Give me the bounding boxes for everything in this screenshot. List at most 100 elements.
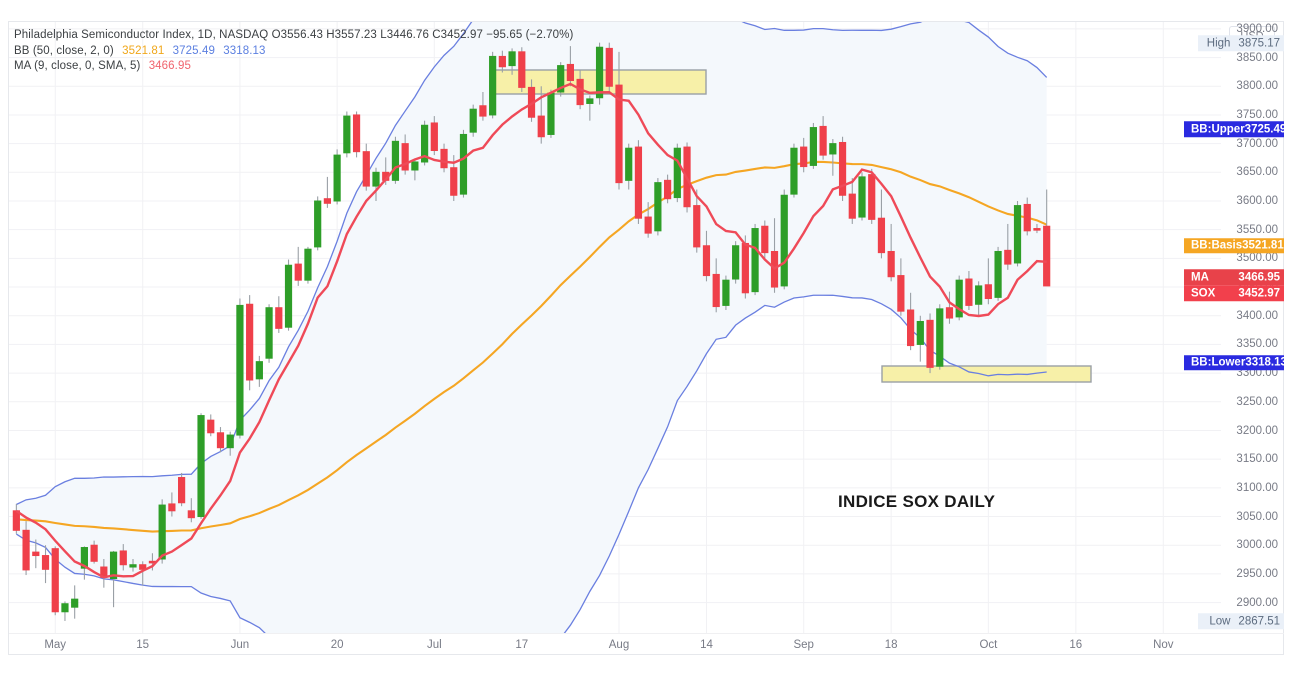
candle-body[interactable] <box>945 307 954 319</box>
candle-body[interactable] <box>994 250 1002 298</box>
candlestick-series[interactable] <box>12 42 1051 621</box>
candle-body[interactable] <box>469 108 477 133</box>
candle-body[interactable] <box>984 284 992 300</box>
candle-body[interactable] <box>1043 225 1051 287</box>
candle-body[interactable] <box>557 65 565 93</box>
candle-body[interactable] <box>265 307 273 359</box>
price-badge-ma[interactable]: MA 3466.95 <box>1184 269 1284 286</box>
candle-body[interactable] <box>625 147 633 181</box>
price-badge-bb-basis[interactable]: BB:Basis 3521.81 <box>1184 238 1284 254</box>
candle-body[interactable] <box>80 547 89 569</box>
candle-body[interactable] <box>216 432 225 449</box>
candle-body[interactable] <box>586 98 594 104</box>
candle-body[interactable] <box>158 504 166 560</box>
candle-body[interactable] <box>722 279 730 306</box>
candle-body[interactable] <box>693 205 701 248</box>
candle-body[interactable] <box>664 179 672 200</box>
candle-body[interactable] <box>304 248 312 281</box>
candle-body[interactable] <box>858 176 866 218</box>
candle-body[interactable] <box>197 415 205 518</box>
candle-body[interactable] <box>430 122 438 152</box>
candle-body[interactable] <box>634 146 643 219</box>
candle-body[interactable] <box>362 151 370 187</box>
price-badge-sox[interactable]: SOX 3452.97 <box>1184 285 1284 302</box>
candle-body[interactable] <box>566 63 574 82</box>
candle-body[interactable] <box>644 216 652 234</box>
candle-body[interactable] <box>1033 228 1041 231</box>
price-badge-bb-lower[interactable]: BB:Lower 3318.13 <box>1184 354 1287 371</box>
candle-body[interactable] <box>975 285 983 305</box>
candle-body[interactable] <box>90 544 98 562</box>
candle-body[interactable] <box>547 92 555 135</box>
price-high-label[interactable]: High 3875.17 <box>1198 35 1284 51</box>
candle-body[interactable] <box>955 279 963 318</box>
candle-body[interactable] <box>732 245 740 280</box>
candle-body[interactable] <box>41 555 50 570</box>
candle-body[interactable] <box>926 319 934 368</box>
candle-body[interactable] <box>1023 203 1031 232</box>
candle-body[interactable] <box>1013 205 1022 264</box>
candle-body[interactable] <box>819 125 827 156</box>
candle-body[interactable] <box>32 551 40 557</box>
candle-body[interactable] <box>411 161 419 171</box>
candle-body[interactable] <box>508 51 516 67</box>
candle-body[interactable] <box>323 198 331 204</box>
candle-body[interactable] <box>109 551 118 579</box>
candle-body[interactable] <box>741 242 749 294</box>
candle-body[interactable] <box>450 167 458 196</box>
candle-body[interactable] <box>226 434 234 449</box>
candle-body[interactable] <box>61 603 69 613</box>
time-scale[interactable]: May 15 Jun 20 Jul 17 Aug 14 Sep 18 Oct 16 Nov <box>9 633 1284 656</box>
candle-body[interactable] <box>595 46 604 99</box>
candle-body[interactable] <box>936 308 944 367</box>
candle-body[interactable] <box>51 548 59 613</box>
candle-body[interactable] <box>897 275 905 312</box>
candle-body[interactable] <box>119 550 127 566</box>
candle-body[interactable] <box>294 263 302 281</box>
candle-body[interactable] <box>391 140 400 181</box>
candle-body[interactable] <box>800 146 808 168</box>
candle-body[interactable] <box>615 84 623 184</box>
candle-body[interactable] <box>459 133 468 195</box>
support-zone-box[interactable] <box>881 365 1092 383</box>
candle-body[interactable] <box>751 228 759 293</box>
candle-body[interactable] <box>673 147 681 199</box>
candle-body[interactable] <box>537 115 545 138</box>
candle-body[interactable] <box>702 245 711 277</box>
candle-body[interactable] <box>168 503 176 512</box>
candle-body[interactable] <box>809 127 817 166</box>
candle-body[interactable] <box>518 51 526 88</box>
candle-body[interactable] <box>887 250 895 278</box>
candle-body[interactable] <box>576 78 584 106</box>
candle-body[interactable] <box>207 419 215 434</box>
candle-body[interactable] <box>838 141 847 196</box>
candle-body[interactable] <box>236 304 244 436</box>
chart-plot-area[interactable] <box>9 22 1221 633</box>
candle-body[interactable] <box>761 225 769 254</box>
candle-body[interactable] <box>71 598 79 608</box>
price-scale[interactable]: 3900.00 3850.00 3800.00 3750.00 3700.00 3650.… <box>1184 22 1287 654</box>
candle-body[interactable] <box>790 147 798 195</box>
candle-body[interactable] <box>877 217 886 254</box>
candle-body[interactable] <box>498 55 506 68</box>
chart-annotation-text[interactable]: INDICE SOX DAILY <box>838 492 996 511</box>
candle-body[interactable] <box>22 529 30 571</box>
candle-body[interactable] <box>916 320 924 345</box>
legend-bb-row[interactable]: BB (50, close, 2, 0) 3521.81 3725.49 331… <box>14 44 578 60</box>
candle-body[interactable] <box>314 200 322 248</box>
candle-body[interactable] <box>440 148 448 169</box>
candle-body[interactable] <box>1004 249 1012 265</box>
candle-body[interactable] <box>333 154 341 202</box>
candle-body[interactable] <box>907 309 915 347</box>
candle-body[interactable] <box>12 510 20 531</box>
candle-body[interactable] <box>965 278 973 306</box>
candle-body[interactable] <box>868 174 876 220</box>
candle-body[interactable] <box>246 303 254 381</box>
candle-body[interactable] <box>605 47 613 87</box>
candle-body[interactable] <box>275 307 283 329</box>
candle-body[interactable] <box>829 143 837 155</box>
candle-body[interactable] <box>780 194 788 287</box>
candle-body[interactable] <box>712 273 720 308</box>
candle-body[interactable] <box>421 124 429 163</box>
candle-body[interactable] <box>479 105 487 117</box>
